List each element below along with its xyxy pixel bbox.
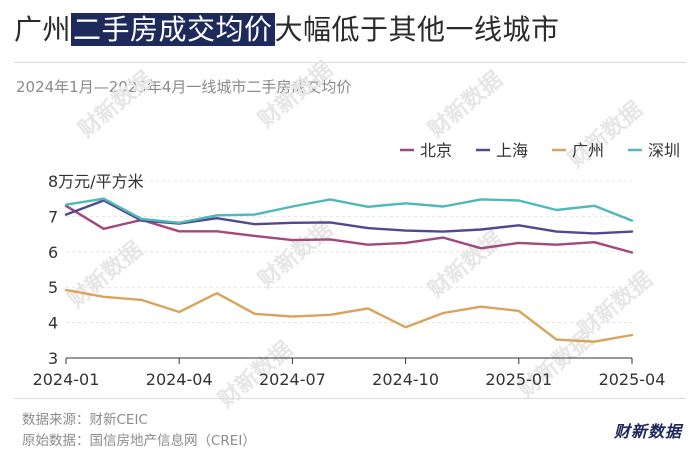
watermark-text: 财新数据 — [73, 66, 157, 142]
legend-label-上海: 上海 — [496, 141, 528, 160]
brand-logo: 财新数据 — [613, 422, 682, 441]
series-line-广州 — [64, 288, 634, 343]
legend-label-北京: 北京 — [420, 141, 452, 160]
y-tick-label: 4 — [48, 314, 58, 333]
data-origin: 原始数据：国信房地产信息网（CREI） — [22, 433, 256, 449]
series-line-上海 — [64, 199, 634, 235]
title-suffix: 大幅低于其他一线城市 — [274, 13, 560, 46]
watermark-text: 财新数据 — [253, 216, 337, 292]
watermark-text: 财新数据 — [573, 266, 657, 342]
chart-subtitle: 2024年1月—2025年4月一线城市二手房成交均价 — [16, 78, 352, 96]
x-tick-label: 2024-10 — [372, 370, 439, 389]
chart-title: 广州二手房成交均价大幅低于其他一线城市 — [14, 8, 560, 48]
y-tick-label: 7 — [48, 207, 58, 226]
watermark-text: 财新数据 — [253, 56, 337, 132]
y-tick-label: 8万元/平方米 — [48, 172, 144, 191]
title-prefix: 广州 — [14, 13, 72, 46]
data-source: 数据来源：财新CEIC — [22, 412, 148, 428]
watermark-text: 财新数据 — [423, 66, 507, 142]
y-tick-label: 6 — [48, 243, 58, 262]
y-tick-label: 5 — [48, 278, 58, 297]
x-tick-label: 2024-01 — [33, 370, 100, 389]
footer-divider — [14, 398, 686, 399]
x-tick-label: 2025-04 — [599, 370, 666, 389]
x-tick-label: 2025-01 — [485, 370, 552, 389]
x-tick-label: 2024-04 — [146, 370, 213, 389]
series-line-深圳 — [64, 197, 634, 225]
x-tick-label: 2024-07 — [259, 370, 326, 389]
series-line-北京 — [64, 204, 634, 254]
watermark-text: 财新数据 — [63, 236, 147, 312]
title-divider — [14, 62, 686, 63]
title-highlight: 二手房成交均价 — [71, 13, 275, 46]
legend-label-深圳: 深圳 — [648, 141, 680, 160]
legend-label-广州: 广州 — [572, 141, 604, 160]
watermark-text: 财新数据 — [563, 96, 647, 172]
y-tick-label: 3 — [48, 349, 58, 368]
